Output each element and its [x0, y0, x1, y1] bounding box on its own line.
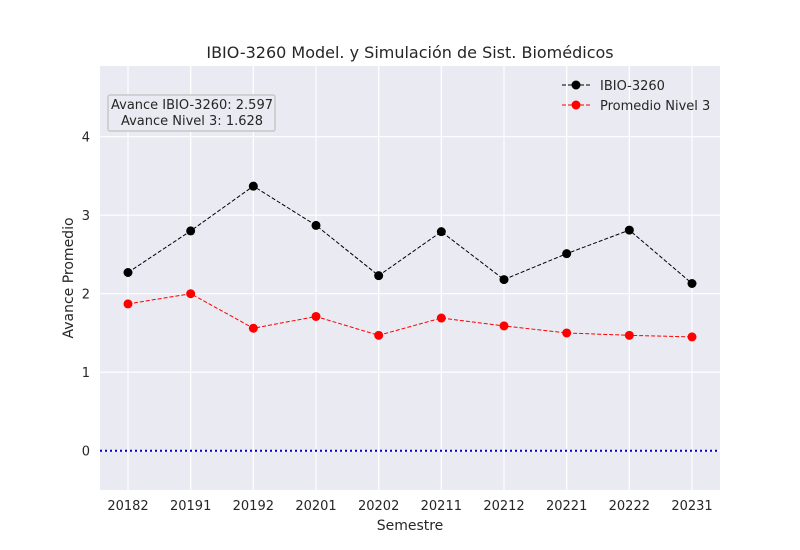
legend-label: IBIO-3260 [600, 79, 665, 94]
x-tick-label: 20222 [609, 499, 650, 514]
data-point [624, 330, 634, 340]
series-group [123, 181, 697, 342]
data-point [248, 323, 258, 333]
data-point [499, 275, 509, 285]
data-point [123, 299, 133, 309]
y-tick-labels: 0 1 2 3 4 [82, 131, 90, 460]
data-point [499, 321, 509, 331]
x-tick-label: 20182 [107, 499, 148, 514]
x-tick-label: 20192 [233, 499, 274, 514]
x-axis-label: Semestre [377, 518, 444, 534]
y-tick-label: 2 [82, 288, 90, 303]
x-tick-label: 20191 [170, 499, 211, 514]
y-tick-label: 1 [82, 366, 90, 381]
data-point [562, 328, 572, 338]
annotation-box: Avance IBIO-3260: 2.597 Avance Nivel 3: … [107, 94, 276, 132]
y-tick-label: 3 [82, 209, 90, 224]
data-point [186, 289, 196, 299]
x-tick-label: 20201 [295, 499, 336, 514]
x-tick-label: 20231 [671, 499, 712, 514]
y-tick-label: 4 [82, 131, 90, 146]
data-point [624, 225, 634, 235]
annotation-line-1: Avance IBIO-3260: 2.597 [111, 98, 273, 113]
data-point [374, 271, 384, 281]
x-tick-labels: 20182 20191 20192 20201 20202 20211 20212 20221… [107, 499, 712, 514]
data-point [436, 313, 446, 323]
chart-title: IBIO-3260 Model. y Simulación de Sist. B… [206, 43, 613, 62]
data-point [374, 330, 384, 340]
data-point [248, 181, 258, 191]
series-line-0 [127, 185, 693, 284]
y-tick-label: 0 [82, 445, 90, 460]
annotation-line-2: Avance Nivel 3: 1.628 [121, 114, 263, 129]
annotation-frame [107, 94, 276, 132]
data-point [311, 220, 321, 230]
legend: IBIO-3260 Promedio Nivel 3 [562, 79, 710, 114]
data-point [687, 332, 697, 342]
data-point [687, 278, 697, 288]
x-tick-label: 20212 [483, 499, 524, 514]
series-line-1 [127, 293, 693, 338]
data-point [186, 226, 196, 236]
x-tick-label: 20211 [421, 499, 462, 514]
y-axis-label: Avance Promedio [61, 217, 77, 338]
legend-marker [571, 80, 581, 90]
legend-marker [571, 100, 581, 110]
data-point [311, 311, 321, 321]
x-tick-label: 20202 [358, 499, 399, 514]
data-point [436, 227, 446, 237]
legend-label: Promedio Nivel 3 [600, 99, 710, 114]
data-point [123, 268, 133, 278]
data-point [562, 249, 572, 259]
x-tick-label: 20221 [546, 499, 587, 514]
